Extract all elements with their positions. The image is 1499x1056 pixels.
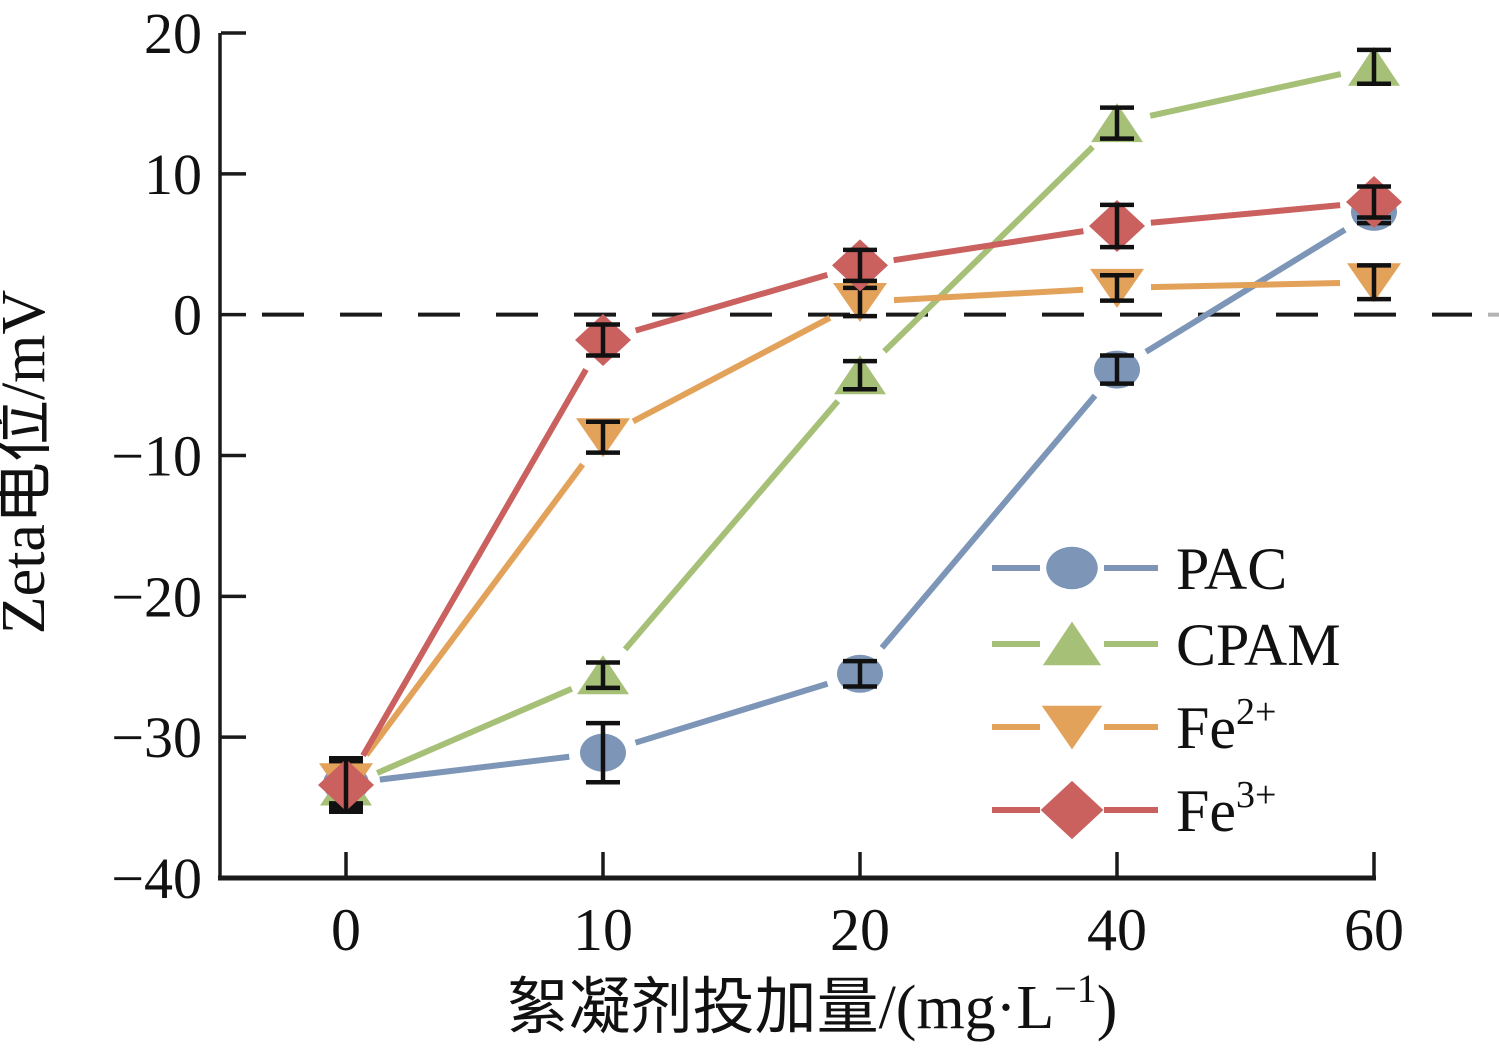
error-bar bbox=[329, 756, 363, 815]
legend-marker-triangle-down bbox=[1041, 705, 1103, 750]
data-line-segment bbox=[879, 393, 1098, 650]
data-line-segment bbox=[893, 286, 1084, 304]
legend-label: Fe2+ bbox=[1176, 691, 1276, 761]
error-bar bbox=[1357, 184, 1391, 220]
series-fe3 bbox=[318, 176, 1402, 815]
x-tick-label: 40 bbox=[1087, 897, 1147, 963]
data-line-segment bbox=[882, 144, 1095, 354]
data-line-segment bbox=[1150, 202, 1341, 226]
legend-marker-circle bbox=[1046, 546, 1098, 590]
legend-marker-diamond bbox=[1040, 780, 1104, 840]
data-line-segment bbox=[634, 680, 829, 746]
y-tick-label: 10 bbox=[144, 142, 202, 207]
y-axis-label: Zeta电位/mV bbox=[0, 290, 58, 635]
error-bar bbox=[586, 322, 620, 358]
data-line-segment bbox=[376, 685, 573, 776]
x-tick-label: 20 bbox=[830, 897, 890, 963]
legend-label: CPAM bbox=[1176, 612, 1341, 678]
data-line-segment bbox=[622, 399, 841, 652]
y-tick-label: −10 bbox=[111, 424, 202, 489]
x-tick-label: 10 bbox=[573, 897, 633, 963]
legend-item-pac: PAC bbox=[992, 536, 1287, 602]
x-axis-label: 絮凝剂投加量/(mg·L−1) bbox=[507, 966, 1118, 1042]
data-line-segment bbox=[379, 753, 570, 783]
error-bar bbox=[1100, 272, 1134, 303]
data-line-segment bbox=[631, 315, 832, 425]
legend-item-fe2: Fe2+ bbox=[992, 691, 1276, 761]
data-line-segment bbox=[1150, 280, 1341, 291]
legend-item-cpam: CPAM bbox=[992, 612, 1341, 678]
y-tick-label: −20 bbox=[111, 564, 202, 629]
data-line-segment bbox=[634, 271, 829, 334]
y-tick-label: −40 bbox=[111, 846, 202, 911]
error-bar bbox=[1357, 47, 1391, 86]
legend: PAC CPAM Fe2+ Fe3+ bbox=[992, 536, 1341, 844]
legend-label: PAC bbox=[1176, 536, 1287, 602]
error-bar bbox=[586, 419, 620, 455]
data-line-segment bbox=[893, 228, 1084, 264]
data-line-segment bbox=[1149, 71, 1342, 119]
legend-item-fe3: Fe3+ bbox=[992, 774, 1276, 844]
error-bar bbox=[843, 247, 877, 284]
error-bar bbox=[1100, 353, 1134, 386]
error-bar bbox=[843, 358, 877, 392]
error-bar bbox=[843, 658, 877, 689]
legend-label: Fe3+ bbox=[1176, 774, 1276, 844]
x-tick-label: 60 bbox=[1344, 897, 1404, 963]
data-line-segment bbox=[1144, 227, 1347, 355]
error-bar bbox=[1357, 263, 1391, 302]
error-bar bbox=[1100, 202, 1134, 250]
legend-marker-triangle-up bbox=[1042, 621, 1102, 666]
x-tick-label: 0 bbox=[331, 897, 361, 963]
data-line-segment bbox=[363, 462, 586, 757]
y-tick-label: −30 bbox=[111, 705, 202, 770]
error-bar bbox=[586, 720, 620, 785]
error-bar bbox=[586, 660, 620, 691]
y-tick-label: 0 bbox=[173, 283, 202, 348]
y-tick-label: 20 bbox=[144, 1, 202, 66]
data-line-segment bbox=[360, 367, 589, 758]
error-bar bbox=[1100, 105, 1134, 141]
